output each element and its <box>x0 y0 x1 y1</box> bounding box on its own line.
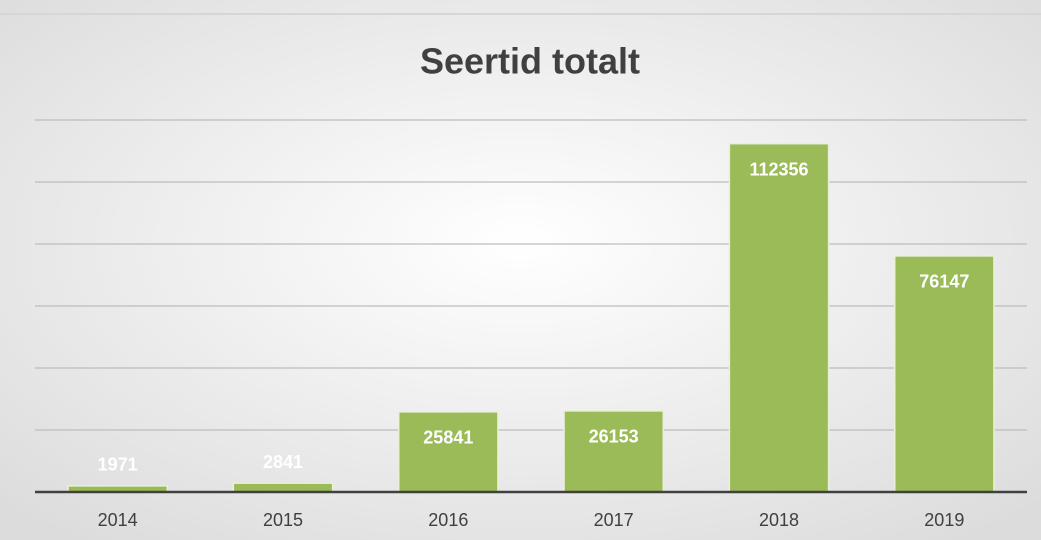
data-label: 76147 <box>919 272 969 292</box>
x-tick-label: 2016 <box>428 510 468 530</box>
x-tick-label: 2019 <box>924 510 964 530</box>
chart-title: Seertid totalt <box>420 41 640 82</box>
data-label: 26153 <box>589 427 639 447</box>
bar <box>232 482 334 493</box>
data-label: 1971 <box>98 455 138 475</box>
bar <box>563 410 665 493</box>
x-tick-label: 2014 <box>98 510 138 530</box>
data-label: 2841 <box>263 452 303 472</box>
data-label: 25841 <box>423 428 473 448</box>
x-tick-label: 2018 <box>759 510 799 530</box>
x-tick-label: 2017 <box>594 510 634 530</box>
x-tick-label: 2015 <box>263 510 303 530</box>
bar <box>893 255 995 493</box>
bar <box>397 411 499 493</box>
bar <box>728 142 830 493</box>
data-label: 112356 <box>749 159 808 179</box>
